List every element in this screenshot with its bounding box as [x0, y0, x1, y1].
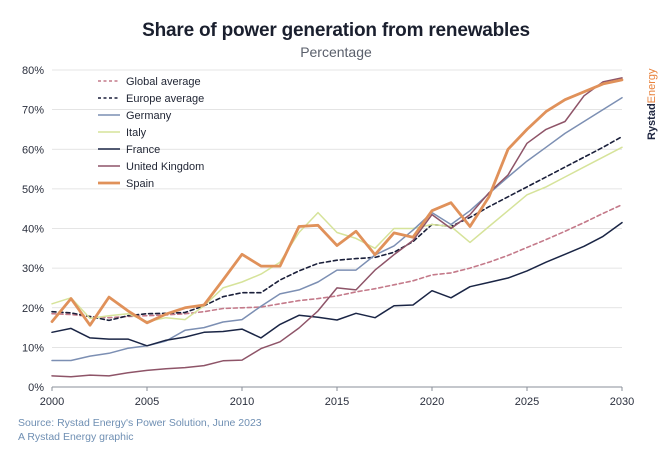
legend: Global average Europe average Germany Italy…: [98, 76, 204, 190]
series-line-france: [51, 221, 623, 347]
brand-logo: RystadEnergy: [646, 68, 658, 140]
x-tick-label: 2010: [230, 396, 254, 408]
y-tick-label: 10%: [22, 342, 44, 354]
series-lines: [50, 77, 624, 378]
legend-label: Italy: [126, 127, 147, 139]
x-tick-label: 2025: [515, 396, 539, 408]
y-tick-label: 80%: [22, 65, 44, 77]
y-tick-label: 20%: [22, 303, 44, 315]
series-line-europe-average: [51, 135, 623, 322]
y-tick-label: 50%: [22, 184, 44, 196]
x-tick-label: 2015: [325, 396, 349, 408]
y-tick-label: 60%: [22, 144, 44, 156]
series-line-spain: [50, 78, 624, 327]
legend-label: France: [126, 144, 160, 156]
series-line-global-average: [51, 203, 623, 319]
source-line: Source: Rystad Energy's Power Solution, …: [18, 417, 262, 429]
chart-subtitle: Percentage: [300, 44, 372, 60]
series-line-united-kingdom: [51, 77, 623, 378]
legend-label: Germany: [126, 110, 172, 122]
legend-label: Spain: [126, 178, 154, 190]
legend-label: Europe average: [126, 93, 204, 105]
y-tick-label: 40%: [22, 224, 44, 236]
y-axis: 0% 10% 20% 30% 40% 50% 60% 70% 80%: [22, 65, 44, 394]
source-note: Source: Rystad Energy's Power Solution, …: [18, 416, 262, 444]
x-tick-label: 2020: [420, 396, 444, 408]
brand-part-1: Rystad: [646, 103, 658, 140]
legend-label: United Kingdom: [126, 161, 204, 173]
legend-label: Global average: [126, 76, 201, 88]
x-tick-label: 2000: [40, 396, 64, 408]
chart-title: Share of power generation from renewable…: [142, 20, 530, 41]
y-tick-label: 0%: [28, 382, 44, 394]
y-tick-label: 30%: [22, 263, 44, 275]
credit-line: A Rystad Energy graphic: [18, 431, 134, 443]
x-axis: 2000 2005 2010 2015 2020 2025 2030: [40, 387, 634, 408]
brand-part-2: Energy: [646, 68, 658, 104]
y-tick-label: 70%: [22, 105, 44, 117]
x-tick-label: 2005: [135, 396, 159, 408]
x-tick-label: 2030: [610, 396, 634, 408]
